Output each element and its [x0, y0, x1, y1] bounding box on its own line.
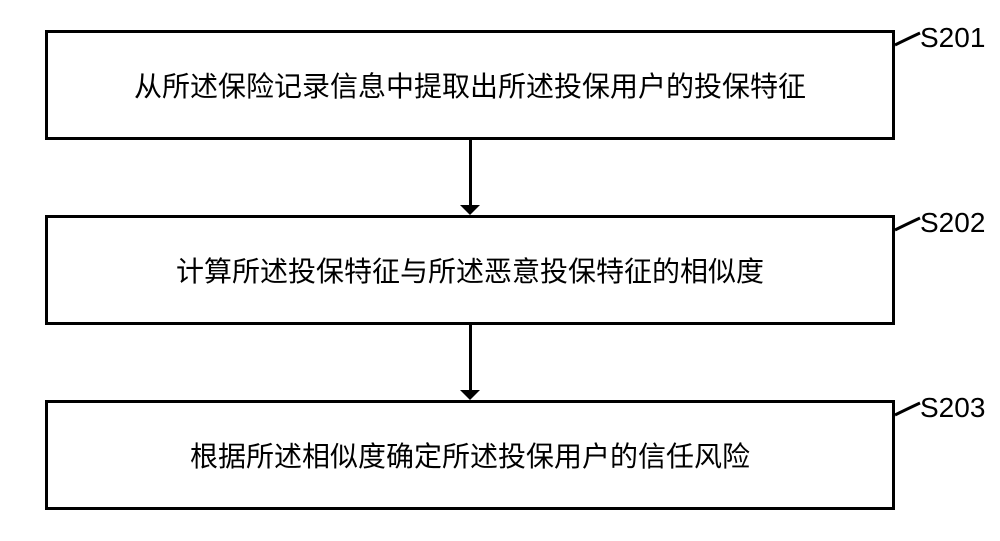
step-box-s201: 从所述保险记录信息中提取出所述投保用户的投保特征 — [45, 30, 895, 140]
step-label-s201: S201 — [920, 22, 985, 54]
step-text: 根据所述相似度确定所述投保用户的信任风险 — [190, 435, 750, 475]
step-text: 计算所述投保特征与所述恶意投保特征的相似度 — [176, 250, 764, 290]
step-text: 从所述保险记录信息中提取出所述投保用户的投保特征 — [134, 65, 806, 105]
step-box-s202: 计算所述投保特征与所述恶意投保特征的相似度 — [45, 215, 895, 325]
connector-line — [469, 140, 472, 205]
arrow-down-icon — [460, 390, 480, 400]
step-label-s203: S203 — [920, 392, 985, 424]
arrow-down-icon — [460, 205, 480, 215]
flowchart-container: 从所述保险记录信息中提取出所述投保用户的投保特征 S201 计算所述投保特征与所述恶… — [0, 0, 1000, 541]
step-box-s203: 根据所述相似度确定所述投保用户的信任风险 — [45, 400, 895, 510]
connector-line — [469, 325, 472, 390]
step-label-s202: S202 — [920, 207, 985, 239]
